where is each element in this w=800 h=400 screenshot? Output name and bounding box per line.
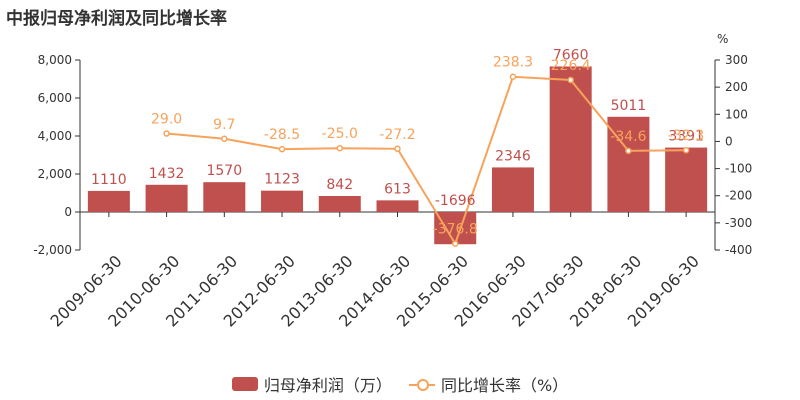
growth-point	[394, 145, 401, 153]
bar	[491, 167, 534, 212]
legend-item-growth[interactable]: 同比增长率（%）	[408, 372, 569, 396]
y-right-unit-label: %	[717, 32, 728, 46]
bar	[203, 182, 246, 212]
legend-bar-swatch	[231, 377, 258, 391]
bar-value-label: 842	[326, 177, 353, 193]
bar	[145, 184, 188, 212]
growth-value-label: -376.8	[433, 222, 478, 238]
growth-value-label: 226.4	[551, 58, 591, 74]
legend-label-profit: 归母净利润（万）	[263, 376, 392, 395]
growth-point	[625, 147, 632, 155]
growth-point	[163, 130, 170, 137]
y-right-tick-label: -200	[725, 189, 752, 203]
y-right-tick-label: 100	[725, 107, 748, 121]
bar-value-label: 1432	[149, 166, 185, 182]
growth-point	[278, 145, 286, 153]
y-right-tick-label: -400	[725, 243, 752, 257]
y-left-tick-label: 2,000	[38, 167, 72, 181]
bar	[87, 190, 130, 212]
bar	[318, 196, 361, 212]
y-right-tick-label: 0	[725, 134, 733, 148]
bar-value-label: 1570	[206, 163, 242, 179]
growth-line	[166, 75, 687, 247]
bar-value-label: 7660	[553, 47, 589, 63]
growth-value-label: 9.7	[213, 117, 235, 133]
bar	[376, 200, 419, 212]
bar-series	[87, 66, 708, 245]
bar	[261, 190, 304, 212]
growth-value-label: -25.0	[322, 126, 358, 142]
y-right-tick-label: 200	[725, 80, 748, 94]
line-series	[163, 73, 690, 247]
y-left-tick-label: 4,000	[38, 129, 72, 143]
bar-value-label: 3391	[668, 129, 704, 145]
legend-line-marker-icon	[408, 377, 435, 391]
bar-value-label: 1123	[264, 172, 300, 188]
bar	[665, 147, 708, 212]
y-right-tick-label: 300	[725, 53, 748, 67]
legend-label-growth: 同比增长率（%）	[440, 376, 569, 395]
bar-value-label: 613	[384, 181, 411, 197]
growth-value-label: 29.0	[151, 112, 182, 128]
y-right-tick-label: -300	[725, 216, 752, 230]
growth-point	[567, 76, 574, 84]
growth-point	[221, 135, 228, 143]
growth-point	[336, 144, 344, 152]
growth-value-label: -32.3	[668, 128, 704, 144]
bar-value-label: 2346	[495, 148, 531, 164]
legend-item-profit[interactable]: 归母净利润（万）	[231, 372, 392, 396]
growth-point	[509, 73, 517, 80]
chart-title: 中报归母净利润及同比增长率	[6, 9, 227, 29]
growth-value-label: -34.6	[610, 129, 646, 145]
y-left-tick-label: 6,000	[38, 91, 72, 105]
bar	[434, 212, 477, 245]
growth-value-label: -28.5	[264, 127, 300, 143]
bar-value-label: -1696	[435, 193, 476, 209]
data-labels: 1110 1432 1570 1123 842 613 -1696 2346 7660 5011 3…	[91, 47, 704, 237]
y-left-tick-label: 0	[64, 205, 72, 219]
growth-point	[682, 146, 690, 154]
growth-value-label: 238.3	[493, 55, 533, 71]
bar	[549, 66, 592, 213]
bar-value-label: 1110	[91, 172, 127, 188]
bar-value-label: 5011	[611, 98, 647, 114]
y-left-tick-label: 8,000	[38, 53, 72, 67]
y-right-tick-label: -100	[725, 162, 752, 176]
growth-value-label: -27.2	[379, 127, 415, 143]
legend: 归母净利润（万） 同比增长率（%）	[0, 372, 800, 396]
growth-point	[451, 240, 459, 247]
y-left-tick-label: -2,000	[33, 243, 72, 257]
